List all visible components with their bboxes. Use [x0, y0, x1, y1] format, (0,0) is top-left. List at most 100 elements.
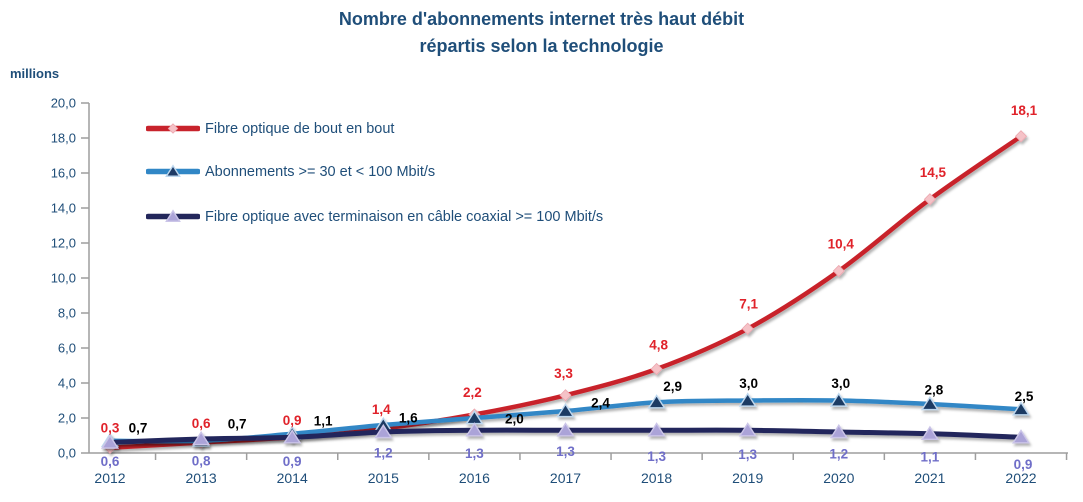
y-axis-unit-label: millions: [10, 66, 60, 81]
marker-fibre-coaxial-100-mbits-icon: [556, 422, 575, 437]
marker-fibre-optique-bout-en-bout-icon: [167, 123, 179, 134]
x-year-label: 2012: [94, 470, 125, 486]
data-label-fibre-coaxial-100-mbits: 0,9: [1014, 457, 1033, 472]
legend-label-fibre-optique-bout-en-bout: Fibre optique de bout en bout: [205, 120, 395, 137]
data-label-abonnements-30-100-mbits: 1,6: [399, 411, 418, 426]
y-tick-label: 18,0: [51, 131, 76, 146]
marker-abonnements-30-100-mbits-icon: [738, 392, 757, 407]
marker-fibre-optique-bout-en-bout-icon: [1014, 130, 1028, 143]
data-label-fibre-optique-bout-en-bout: 3,3: [554, 366, 573, 381]
marker-abonnements-30-100-mbits-icon: [165, 164, 181, 177]
data-label-fibre-coaxial-100-mbits: 1,3: [556, 444, 575, 459]
marker-fibre-optique-bout-en-bout-icon: [741, 322, 754, 335]
chart-title: Nombre d'abonnements internet très haut …: [0, 6, 1083, 60]
data-label-fibre-coaxial-100-mbits: 0,8: [192, 454, 211, 469]
data-label-fibre-coaxial-100-mbits: 1,1: [921, 449, 940, 464]
x-year-label: 2017: [550, 470, 581, 486]
legend-label-fibre-coaxial-100-mbits: Fibre optique avec terminaison en câble …: [205, 208, 604, 225]
data-label-abonnements-30-100-mbits: 3,0: [739, 376, 758, 391]
data-label-fibre-coaxial-100-mbits: 1,3: [465, 446, 484, 461]
y-tick-label: 16,0: [51, 166, 76, 181]
marker-fibre-optique-bout-en-bout-icon: [559, 389, 572, 402]
y-tick-label: 12,0: [51, 236, 76, 251]
data-label-fibre-optique-bout-en-bout: 1,4: [372, 402, 391, 417]
data-labels: 0,3 0,6 0,9 1,4 2,2 3,3 4,8 7,1 10,4 14,5 18,1 0,7 0…: [101, 103, 1038, 472]
data-label-fibre-optique-bout-en-bout: 2,2: [463, 385, 482, 400]
data-label-fibre-optique-bout-en-bout: 0,6: [192, 416, 211, 431]
x-year-label: 2015: [368, 470, 399, 486]
data-label-fibre-optique-bout-en-bout: 7,1: [739, 296, 758, 311]
y-axis-labels: 0,0 2,0 4,0 6,0 8,0 10,0 12,0 14,0 16,0 18,0 20,0: [51, 96, 76, 461]
legend-item-abonnements-30-100-mbits: Abonnements >= 30 et < 100 Mbit/s: [146, 163, 435, 180]
data-label-abonnements-30-100-mbits: 1,1: [314, 413, 333, 428]
data-label-abonnements-30-100-mbits: 0,7: [129, 420, 148, 435]
y-tick-label: 10,0: [51, 271, 76, 286]
x-year-label: 2018: [641, 470, 672, 486]
data-label-abonnements-30-100-mbits: 2,0: [505, 412, 524, 427]
legend-item-fibre-optique-bout-en-bout: Fibre optique de bout en bout: [146, 120, 394, 137]
y-tick-label: 14,0: [51, 201, 76, 216]
data-label-fibre-coaxial-100-mbits: 1,3: [738, 447, 757, 462]
x-year-label: 2013: [186, 470, 217, 486]
marker-fibre-coaxial-100-mbits-icon: [374, 423, 393, 439]
marker-fibre-coaxial-100-mbits-icon: [465, 422, 484, 437]
data-label-fibre-optique-bout-en-bout: 18,1: [1011, 103, 1038, 118]
data-label-fibre-optique-bout-en-bout: 10,4: [828, 237, 855, 252]
marker-fibre-optique-bout-en-bout-icon: [832, 264, 845, 278]
legend-marker-fibre-coaxial-100-mbits-icon: [146, 209, 200, 222]
marker-fibre-coaxial-100-mbits-icon: [192, 430, 211, 446]
marker-abonnements-30-100-mbits-icon: [556, 402, 575, 418]
chart-title-line1: Nombre d'abonnements internet très haut …: [338, 9, 745, 29]
data-label-abonnements-30-100-mbits: 2,9: [663, 379, 682, 394]
legend-label-abonnements-30-100-mbits: Abonnements >= 30 et < 100 Mbit/s: [205, 163, 436, 180]
series-fibre-coaxial-100-mbits: [100, 422, 1031, 449]
x-axis-labels: 2012 2013 2014 2015 2016 2017 2018 2019 2020 2021…: [94, 470, 1036, 486]
x-year-label: 2022: [1005, 470, 1036, 486]
marker-fibre-coaxial-100-mbits-icon: [283, 429, 302, 444]
x-year-label: 2014: [277, 470, 308, 486]
y-tick-label: 20,0: [51, 96, 76, 111]
data-label-fibre-coaxial-100-mbits: 0,9: [283, 454, 302, 469]
marker-abonnements-30-100-mbits-icon: [920, 395, 939, 411]
marker-fibre-coaxial-100-mbits-icon: [165, 209, 181, 222]
x-year-label: 2019: [732, 470, 763, 486]
data-label-fibre-optique-bout-en-bout: 14,5: [920, 165, 947, 180]
data-label-fibre-coaxial-100-mbits: 1,3: [647, 449, 666, 464]
marker-fibre-coaxial-100-mbits-icon: [829, 423, 848, 439]
marker-fibre-coaxial-100-mbits-icon: [1011, 429, 1031, 444]
data-label-fibre-optique-bout-en-bout: 0,9: [283, 413, 302, 428]
data-label-fibre-coaxial-100-mbits: 1,2: [374, 446, 393, 461]
marker-fibre-coaxial-100-mbits-icon: [100, 434, 120, 449]
x-year-label: 2020: [823, 470, 854, 486]
data-label-fibre-optique-bout-en-bout: 4,8: [649, 338, 668, 353]
marker-fibre-coaxial-100-mbits-icon: [920, 425, 939, 441]
marker-fibre-optique-bout-en-bout-icon: [923, 193, 936, 206]
data-label-abonnements-30-100-mbits: 3,0: [831, 376, 850, 391]
marker-fibre-coaxial-100-mbits-icon: [738, 422, 757, 437]
data-label-abonnements-30-100-mbits: 2,8: [925, 383, 944, 398]
y-tick-label: 8,0: [58, 306, 76, 321]
data-label-abonnements-30-100-mbits: 2,4: [591, 396, 610, 411]
data-label-fibre-optique-bout-en-bout: 0,3: [101, 420, 120, 435]
marker-abonnements-30-100-mbits-icon: [1011, 401, 1031, 416]
data-label-abonnements-30-100-mbits: 2,5: [1015, 389, 1034, 404]
chart-title-line2: répartis selon la technologie: [419, 36, 664, 56]
data-label-fibre-coaxial-100-mbits: 0,6: [101, 454, 120, 469]
data-label-fibre-coaxial-100-mbits: 1,2: [829, 447, 848, 462]
x-year-label: 2021: [914, 470, 945, 486]
legend-marker-fibre-optique-bout-en-bout-icon: [146, 123, 200, 134]
y-tick-label: 4,0: [58, 376, 76, 391]
legend-item-fibre-coaxial-100-mbits: Fibre optique avec terminaison en câble …: [146, 208, 603, 225]
data-label-abonnements-30-100-mbits: 0,7: [228, 416, 247, 431]
y-tick-label: 2,0: [58, 411, 76, 426]
x-year-label: 2016: [459, 470, 490, 486]
y-tick-label: 6,0: [58, 341, 76, 356]
marker-abonnements-30-100-mbits-icon: [647, 394, 666, 409]
legend-marker-abonnements-30-100-mbits-icon: [146, 164, 200, 177]
axes: [81, 102, 1068, 460]
y-tick-label: 0,0: [58, 446, 76, 461]
marker-fibre-optique-bout-en-bout-icon: [650, 362, 663, 376]
marker-abonnements-30-100-mbits-icon: [829, 392, 848, 407]
